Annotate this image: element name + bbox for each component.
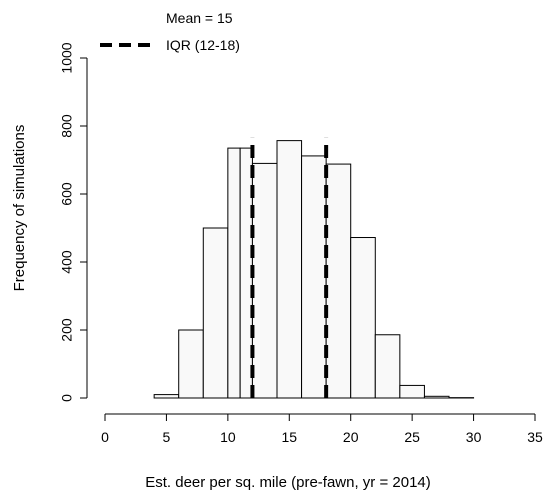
- x-tick-label: 5: [163, 429, 171, 445]
- iqr-lines: [250, 137, 329, 398]
- x-tick-label: 0: [101, 429, 109, 445]
- y-tick-label: 0: [59, 394, 75, 402]
- y-tick-label: 400: [59, 250, 75, 274]
- histogram-bar: [374, 334, 401, 399]
- histogram-bar: [178, 329, 204, 399]
- x-axis-title: Est. deer per sq. mile (pre-fawn, yr = 2…: [145, 474, 431, 491]
- y-tick-label: 800: [59, 114, 75, 138]
- y-tick-label: 600: [59, 182, 75, 206]
- histogram-bar: [423, 395, 450, 399]
- x-tick-label: 30: [466, 429, 482, 445]
- histogram-bar: [350, 237, 376, 399]
- histogram-bar: [301, 155, 327, 399]
- y-tick-label: 200: [59, 318, 75, 342]
- legend: Mean = 15 IQR (12-18): [100, 10, 240, 53]
- histogram-bar: [399, 384, 425, 399]
- x-tick-label: 15: [281, 429, 297, 445]
- histogram-bars: [153, 140, 475, 399]
- legend-iqr-label: IQR (12-18): [166, 37, 240, 53]
- y-axis: 0 200 400 600 800 1000: [59, 42, 88, 402]
- y-axis-title: Frequency of simulations: [11, 125, 28, 292]
- y-tick-label: 1000: [59, 42, 75, 73]
- x-tick-label: 10: [220, 429, 236, 445]
- histogram-bar: [251, 162, 278, 399]
- x-axis: 0 5 10 15 20 25 30 35: [101, 413, 543, 445]
- x-tick-label: 25: [404, 429, 420, 445]
- histogram-bar: [153, 394, 180, 399]
- x-tick-label: 35: [527, 429, 543, 445]
- histogram-bar: [227, 147, 241, 399]
- x-tick-label: 20: [343, 429, 359, 445]
- histogram-bar: [325, 163, 352, 399]
- histogram-bar: [276, 140, 303, 399]
- histogram-bar: [202, 227, 229, 399]
- legend-mean-label: Mean = 15: [166, 10, 233, 26]
